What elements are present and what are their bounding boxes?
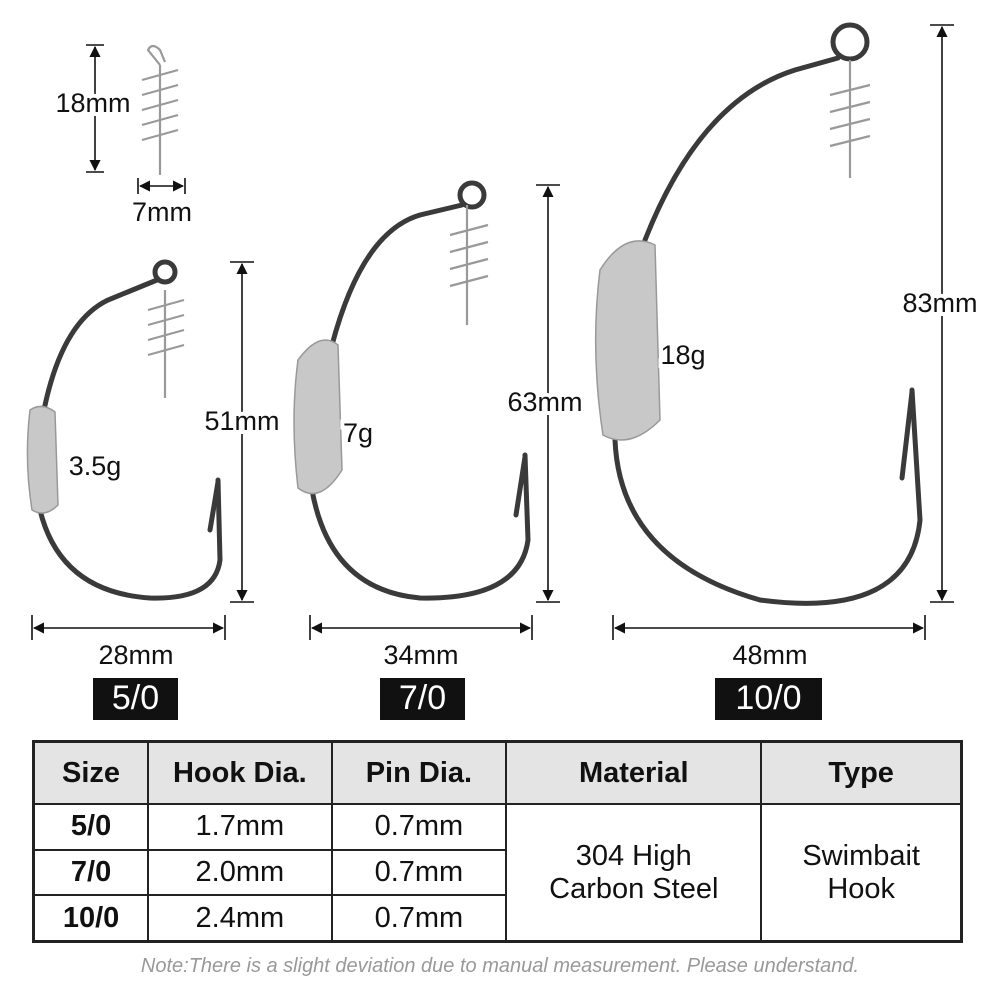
hook-height: 63mm	[507, 387, 582, 417]
spring-height: 18mm	[55, 88, 130, 118]
hook-10-0	[594, 22, 923, 606]
row: 7/0 2.0mm 0.7mm	[32, 848, 962, 897]
size-badge	[380, 678, 465, 720]
hook-height: 83mm	[902, 288, 977, 318]
cell: 7/0	[32, 848, 150, 897]
spec-table: Size Hook Dia. Pin Dia. Material Type 5/…	[32, 740, 963, 943]
cell: 1.7mm	[147, 803, 333, 851]
header-row: Size Hook Dia. Pin Dia. Material Type	[32, 740, 963, 805]
cell: 2.0mm	[147, 848, 333, 897]
cell: 0.7mm	[330, 848, 508, 897]
hook-weight: 7g	[343, 418, 373, 448]
hook-size: 5/0	[112, 679, 159, 717]
header-cell: Type	[760, 740, 963, 805]
hook-width: 28mm	[98, 640, 173, 670]
spring-width: 7mm	[132, 197, 192, 227]
header-cell: Hook Dia.	[147, 740, 333, 805]
hook-weight: 3.5g	[69, 451, 122, 481]
hook-width: 48mm	[732, 640, 807, 670]
cell: 5/0	[32, 803, 150, 851]
size-badge	[93, 678, 178, 720]
header-cell: Size	[32, 740, 150, 805]
hook-5-0	[26, 259, 223, 601]
hook-7-0	[293, 180, 531, 601]
cell: 0.7mm	[330, 803, 508, 851]
hook-size: 7/0	[399, 679, 446, 717]
cell: Swimbait Hook	[760, 803, 963, 943]
cell: 304 High Carbon Steel	[505, 803, 763, 943]
row: 10/0 2.4mm 0.7mm	[32, 894, 962, 943]
row: 5/0 1.7mm 0.7mm 304 High Carbon Steel Sw…	[32, 803, 963, 943]
cell: 0.7mm	[330, 894, 508, 943]
size-badge	[715, 678, 822, 720]
note: Note:There is a slight deviation due to …	[140, 955, 860, 977]
diagram: 18mm 7mm 51mm 3.5g 28mm 5/0 63mm 7g 34mm…	[26, 22, 978, 720]
hook-height: 51mm	[204, 406, 279, 436]
hook-size: 10/0	[735, 679, 801, 717]
cell: 10/0	[32, 894, 150, 943]
hook-width: 34mm	[383, 640, 458, 670]
spring-pin	[141, 44, 179, 175]
cell: 2.4mm	[147, 894, 333, 943]
header-cell: Material	[505, 740, 763, 805]
header-cell: Pin Dia.	[330, 740, 508, 805]
hook-weight: 18g	[660, 340, 705, 370]
